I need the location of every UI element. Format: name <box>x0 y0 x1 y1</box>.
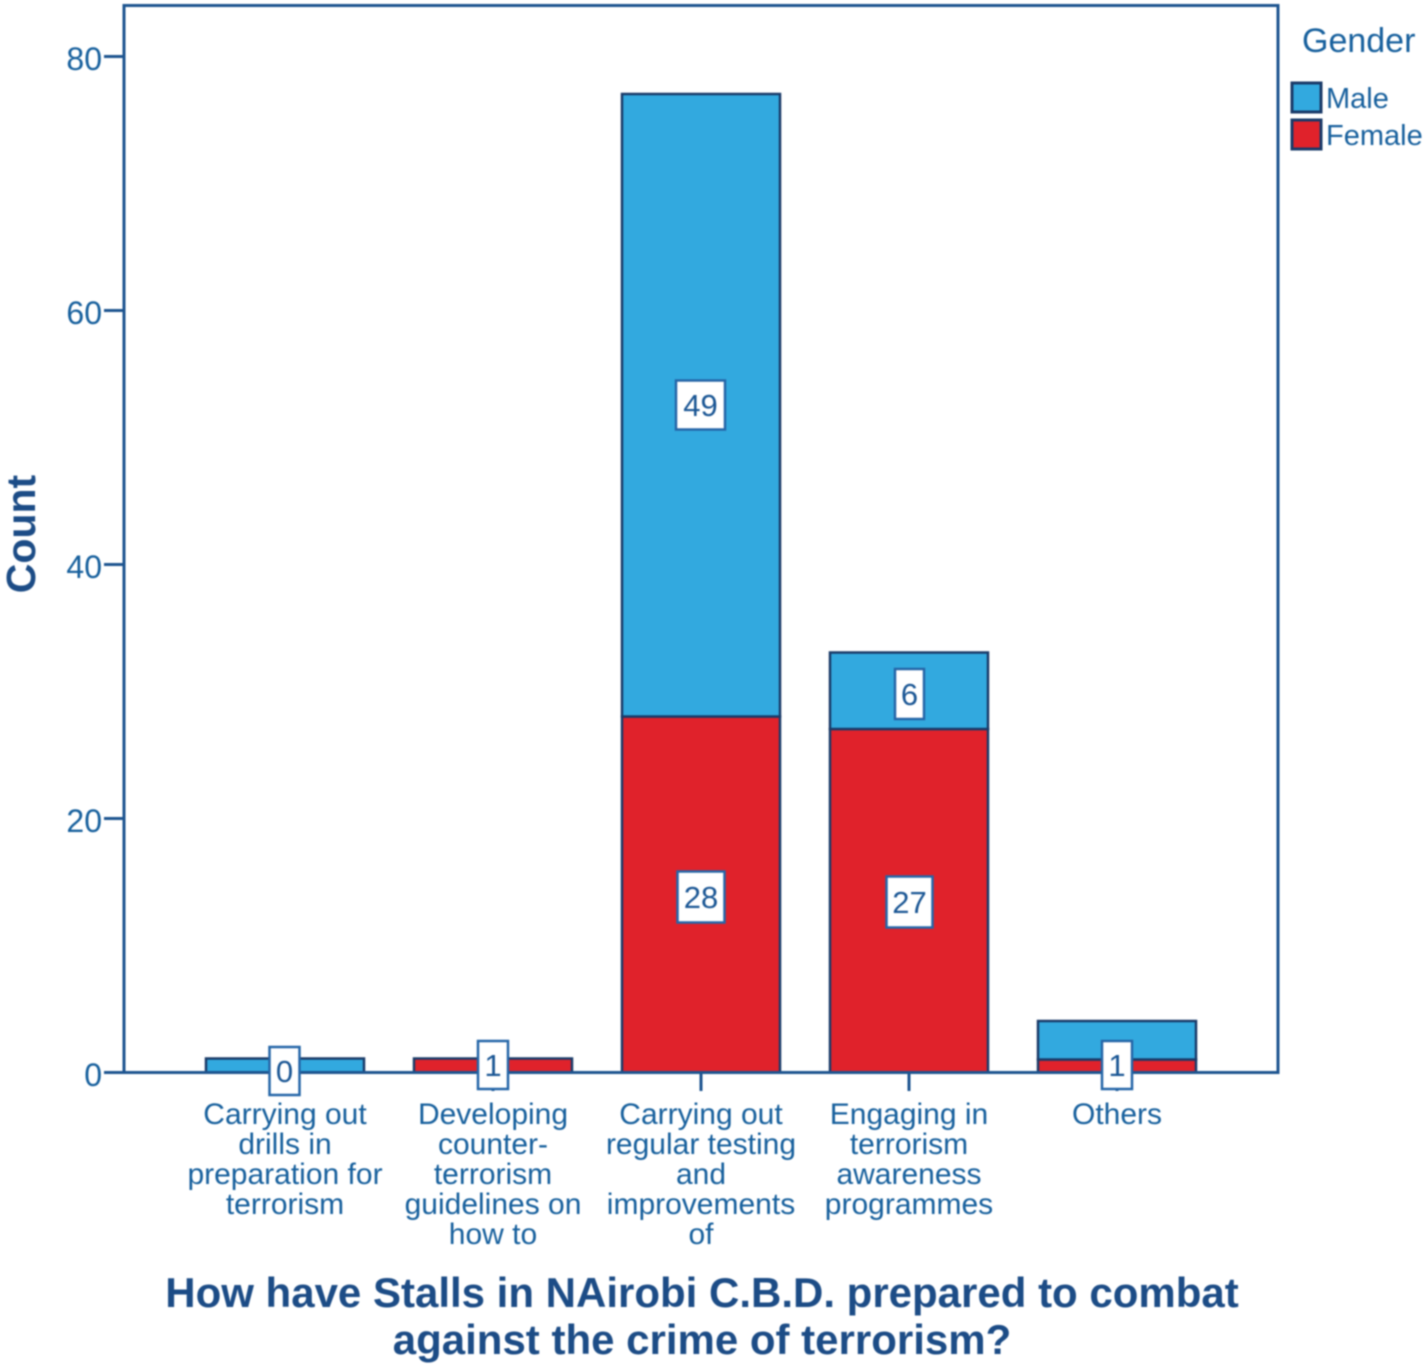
svg-text:27: 27 <box>892 885 926 920</box>
svg-text:Male: Male <box>1326 83 1389 115</box>
svg-text:60: 60 <box>66 295 102 331</box>
svg-text:Gender: Gender <box>1302 22 1415 60</box>
svg-text:Others: Others <box>1072 1098 1162 1131</box>
svg-text:How have Stalls in NAirobi C.B: How have Stalls in NAirobi C.B.D. prepar… <box>165 1269 1239 1316</box>
svg-text:6: 6 <box>901 677 918 712</box>
svg-text:49: 49 <box>683 388 717 423</box>
svg-text:Count: Count <box>0 474 44 593</box>
svg-text:1: 1 <box>1108 1048 1125 1083</box>
svg-text:80: 80 <box>66 41 102 77</box>
svg-text:0: 0 <box>276 1054 293 1089</box>
svg-text:Female: Female <box>1326 120 1423 152</box>
svg-text:0: 0 <box>84 1057 102 1093</box>
svg-text:20: 20 <box>66 803 102 839</box>
svg-text:against the crime of terrorism: against the crime of terrorism? <box>393 1316 1012 1363</box>
svg-text:28: 28 <box>684 880 718 915</box>
svg-text:1: 1 <box>484 1048 501 1083</box>
svg-text:40: 40 <box>66 549 102 585</box>
